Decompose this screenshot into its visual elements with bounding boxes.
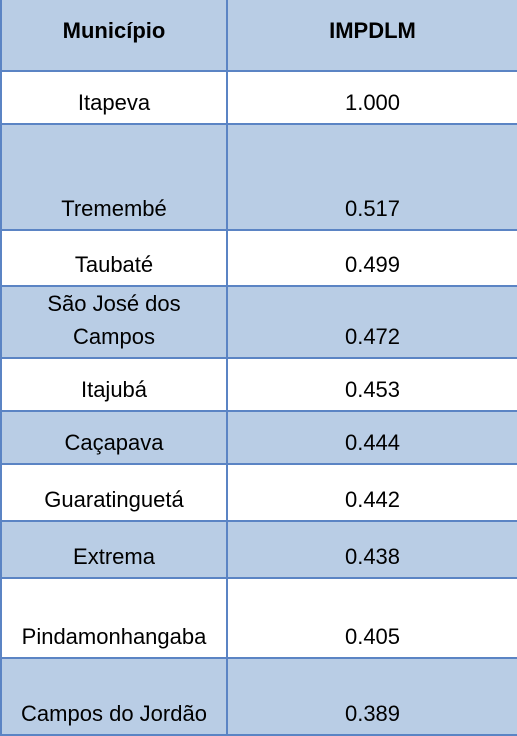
cell-municipio: Caçapava [0, 410, 228, 465]
cell-municipio: Campos do Jordão [0, 657, 228, 736]
cell-municipio: Tremembé [0, 123, 228, 231]
cell-municipio: Itajubá [0, 357, 228, 412]
cell-municipio: Taubaté [0, 229, 228, 287]
cell-municipio: São José dos Campos [0, 285, 228, 359]
cell-impdlm: 0.517 [226, 123, 517, 231]
table-row: Guaratinguetá 0.442 [0, 463, 517, 522]
table-row: Campos do Jordão 0.389 [0, 657, 517, 736]
cell-municipio: Pindamonhangaba [0, 577, 228, 659]
table-row: Itapeva 1.000 [0, 70, 517, 125]
cell-impdlm: 0.499 [226, 229, 517, 287]
table-row: Tremembé 0.517 [0, 123, 517, 231]
cell-impdlm: 0.444 [226, 410, 517, 465]
table-row: Extrema 0.438 [0, 520, 517, 579]
table-header-row: Município IMPDLM [0, 0, 517, 72]
table-row: Taubaté 0.499 [0, 229, 517, 287]
cell-impdlm: 0.453 [226, 357, 517, 412]
cell-impdlm: 0.405 [226, 577, 517, 659]
cell-impdlm: 0.442 [226, 463, 517, 522]
table-row: Caçapava 0.444 [0, 410, 517, 465]
cell-impdlm: 0.472 [226, 285, 517, 359]
cell-impdlm: 0.389 [226, 657, 517, 736]
cell-municipio: Extrema [0, 520, 228, 579]
table-row: São José dos Campos 0.472 [0, 285, 517, 359]
cell-municipio: Guaratinguetá [0, 463, 228, 522]
cell-municipio: Itapeva [0, 70, 228, 125]
cell-impdlm: 0.438 [226, 520, 517, 579]
table-row: Pindamonhangaba 0.405 [0, 577, 517, 659]
header-impdlm: IMPDLM [226, 0, 517, 72]
header-municipio: Município [0, 0, 228, 72]
cell-impdlm: 1.000 [226, 70, 517, 125]
table-row: Itajubá 0.453 [0, 357, 517, 412]
